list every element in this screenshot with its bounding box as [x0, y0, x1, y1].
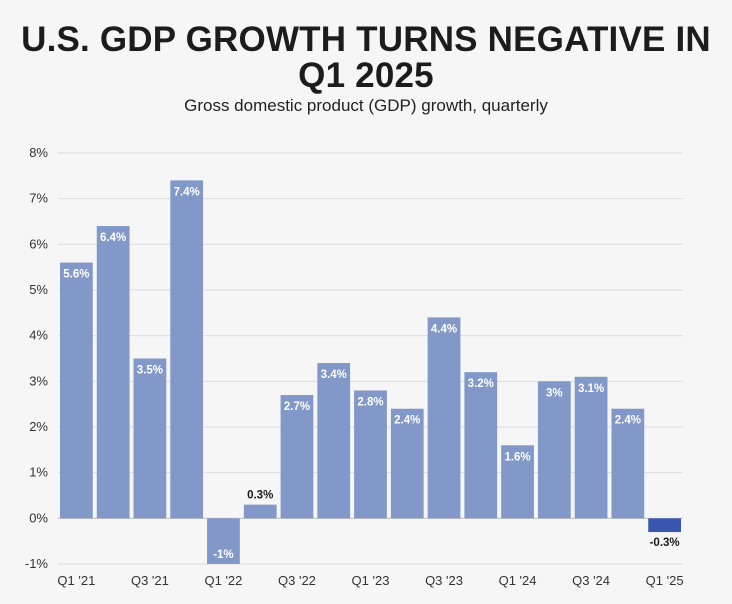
bar — [464, 372, 498, 519]
bar — [207, 518, 240, 564]
y-tick-label: -1% — [25, 556, 49, 571]
x-tick-label: Q1 '23 — [352, 573, 390, 588]
bar — [96, 226, 130, 519]
data-label: 2.7% — [284, 401, 310, 413]
x-tick-label: Q3 '24 — [572, 573, 610, 588]
data-label: 2.8% — [357, 396, 383, 408]
bar — [317, 363, 351, 519]
data-label: 1.6% — [504, 451, 530, 463]
data-label: 3.1% — [578, 383, 604, 395]
x-tick-label: Q1 '21 — [57, 573, 95, 588]
x-tick-label: Q3 '23 — [425, 573, 463, 588]
chart-title: U.S. GDP GROWTH TURNS NEGATIVE IN Q1 202… — [0, 22, 732, 94]
data-label: -0.3% — [650, 537, 680, 549]
bar — [574, 376, 608, 519]
y-tick-label: 4% — [29, 328, 48, 343]
data-label: 0.3% — [247, 490, 273, 502]
y-tick-label: 6% — [29, 236, 48, 251]
data-label: 5.6% — [63, 269, 89, 281]
bar — [354, 390, 387, 519]
data-label: 6.4% — [100, 232, 126, 244]
bar — [427, 317, 461, 519]
data-label: -1% — [213, 549, 233, 561]
data-label: 2.4% — [394, 415, 420, 427]
chart-title-line1: U.S. GDP GROWTH TURNS NEGATIVE IN — [21, 20, 711, 59]
data-label: 3.4% — [321, 369, 347, 381]
chart-title-line2: Q1 2025 — [298, 56, 434, 95]
x-tick-label: Q1 '24 — [499, 573, 537, 588]
bar — [133, 358, 167, 519]
data-label: 3.2% — [468, 378, 494, 390]
data-label: 2.4% — [615, 415, 641, 427]
x-tick-label: Q1 '22 — [204, 573, 242, 588]
y-tick-label: 2% — [29, 419, 48, 434]
bar — [537, 381, 571, 519]
bar — [243, 504, 277, 519]
y-tick-label: 8% — [29, 145, 48, 160]
bar — [60, 262, 93, 519]
data-label: 3.5% — [137, 365, 163, 377]
bar — [648, 518, 681, 533]
bar — [390, 408, 424, 519]
y-tick-label: 3% — [29, 373, 48, 388]
x-tick-label: Q1 '25 — [646, 573, 684, 588]
y-tick-label: 0% — [29, 510, 48, 525]
chart-subtitle: Gross domestic product (GDP) growth, qua… — [184, 96, 548, 115]
x-tick-label: Q3 '22 — [278, 573, 316, 588]
bar — [280, 395, 314, 519]
y-tick-label: 5% — [29, 282, 48, 297]
data-label: 4.4% — [431, 323, 457, 335]
bar — [501, 445, 534, 519]
y-tick-label: 7% — [29, 191, 48, 206]
bar — [170, 180, 204, 519]
bar — [611, 408, 645, 519]
y-tick-label: 1% — [29, 465, 48, 480]
x-tick-label: Q3 '21 — [131, 573, 169, 588]
data-label: 7.4% — [174, 186, 200, 198]
data-label: 3% — [546, 387, 563, 399]
